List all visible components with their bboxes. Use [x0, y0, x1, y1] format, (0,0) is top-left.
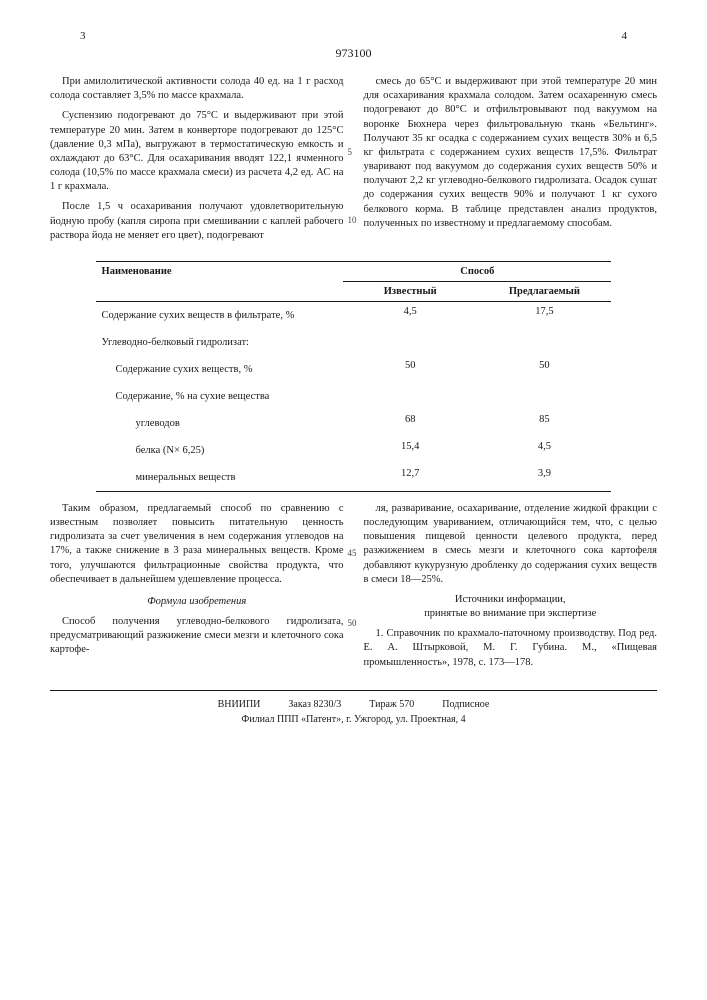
paragraph: смесь до 65°С и выдерживают при этой тем…	[364, 75, 658, 231]
page-num-right: 4	[622, 30, 628, 42]
table-cell-value	[343, 329, 477, 356]
footer-field: Филиал ППП «Патент», г. Ужгород, ул. Про…	[50, 712, 657, 727]
column-left: При амилолитической активности солода 40…	[50, 75, 344, 249]
bottom-columns: Таким образом, предлагаемый способ по ср…	[50, 502, 657, 676]
table-body: Содержание сухих веществ в фильтрате, %4…	[96, 301, 612, 491]
table-cell-value: 15,4	[343, 437, 477, 464]
column-right: смесь до 65°С и выдерживают при этой тем…	[364, 75, 658, 249]
table-cell-label: минеральных веществ	[96, 464, 344, 492]
table-cell-value: 3,9	[477, 464, 611, 492]
table-row: углеводов6885	[96, 410, 612, 437]
table-header: Наименование	[96, 261, 344, 301]
table-subheader: Известный	[343, 281, 477, 301]
table-cell-value: 12,7	[343, 464, 477, 492]
paragraph: Суспензию подогревают до 75°С и выдержив…	[50, 109, 344, 194]
column-right: ля, разваривание, осахаривание, отделени…	[364, 502, 658, 676]
table-cell-value: 4,5	[343, 301, 477, 329]
table-row: Содержание сухих веществ, %5050	[96, 356, 612, 383]
table-cell-label: Содержание сухих веществ, %	[96, 356, 344, 383]
page-numbers: 3 4	[50, 30, 657, 42]
table-row: Содержание сухих веществ в фильтрате, %4…	[96, 301, 612, 329]
line-marker: 10	[348, 215, 357, 225]
table-row: Углеводно-белковый гидролизат:	[96, 329, 612, 356]
table-cell-label: Содержание, % на сухие вещества	[96, 383, 344, 410]
table-cell-value	[343, 383, 477, 410]
table-header: Способ	[343, 261, 611, 281]
column-left: Таким образом, предлагаемый способ по ср…	[50, 502, 344, 676]
table-row: минеральных веществ12,73,9	[96, 464, 612, 492]
table-cell-value: 50	[477, 356, 611, 383]
footer-field: ВНИИПИ	[218, 697, 261, 712]
sources-heading: Источники информации, принятые во вниман…	[364, 593, 658, 621]
table-cell-label: углеводов	[96, 410, 344, 437]
paragraph: ля, разваривание, осахаривание, отделени…	[364, 502, 658, 587]
table-cell-value: 85	[477, 410, 611, 437]
footer-field: Тираж 570	[369, 697, 414, 712]
table-cell-value: 50	[343, 356, 477, 383]
footer-field: Подписное	[442, 697, 489, 712]
table-cell-label: белка (N× 6,25)	[96, 437, 344, 464]
table-cell-value	[477, 383, 611, 410]
divider	[50, 690, 657, 691]
formula-heading: Формула изобретения	[50, 595, 344, 609]
paragraph: При амилолитической активности солода 40…	[50, 75, 344, 103]
table-cell-value: 4,5	[477, 437, 611, 464]
table-cell-label: Углеводно-белковый гидролизат:	[96, 329, 344, 356]
imprint-footer: ВНИИПИ Заказ 8230/3 Тираж 570 Подписное …	[50, 697, 657, 727]
line-marker: 5	[348, 147, 353, 157]
line-marker: 45	[348, 548, 357, 558]
table-subheader: Предлагаемый	[477, 281, 611, 301]
line-marker: 50	[348, 618, 357, 628]
paragraph: Способ получения углеводно-белкового гид…	[50, 615, 344, 658]
table-cell-value: 68	[343, 410, 477, 437]
table-row: Содержание, % на сухие вещества	[96, 383, 612, 410]
table-cell-value: 17,5	[477, 301, 611, 329]
table-cell-value	[477, 329, 611, 356]
table-row: белка (N× 6,25)15,44,5	[96, 437, 612, 464]
page: 3 4 973100 5 10 При амилолитической акти…	[0, 0, 707, 1000]
data-table: Наименование Способ Известный Предлагаем…	[96, 261, 612, 492]
document-number: 973100	[50, 46, 657, 61]
footer-field: Заказ 8230/3	[288, 697, 341, 712]
page-num-left: 3	[80, 30, 86, 42]
paragraph: Таким образом, предлагаемый способ по ср…	[50, 502, 344, 587]
paragraph: После 1,5 ч осахаривания получают удовле…	[50, 200, 344, 243]
table-cell-label: Содержание сухих веществ в фильтрате, %	[96, 301, 344, 329]
paragraph: 1. Справочник по крахмало-паточному прои…	[364, 627, 658, 670]
